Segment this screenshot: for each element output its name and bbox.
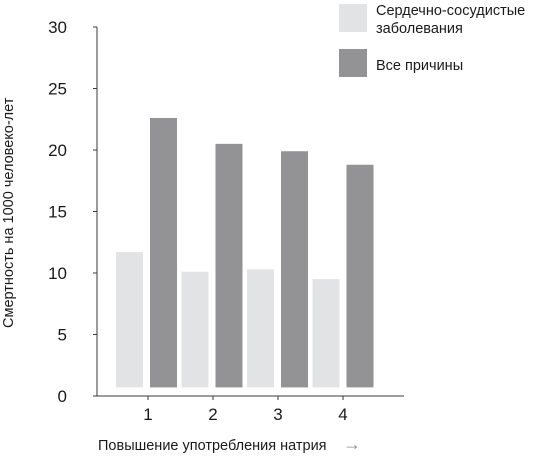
legend-label: Сердечно-сосудистые bbox=[376, 3, 525, 19]
legend: Сердечно-сосудистые заболевания Все причин… bbox=[339, 3, 525, 77]
bar-group-2 bbox=[181, 143, 243, 388]
x-tick-label: 1 bbox=[143, 405, 152, 424]
bar-all-causes-4 bbox=[346, 164, 374, 388]
y-tick-label: 15 bbox=[48, 203, 67, 222]
bar-all-causes-3 bbox=[281, 151, 308, 388]
legend-item-cardio: Сердечно-сосудистые заболевания bbox=[339, 3, 525, 37]
legend-swatch bbox=[339, 4, 367, 32]
bar-all-causes-2 bbox=[215, 143, 243, 388]
x-axis-arrow-icon: → bbox=[343, 434, 361, 454]
bar-cardio-3 bbox=[247, 269, 274, 388]
bar-cardio-1 bbox=[116, 252, 143, 388]
x-tick-label: 4 bbox=[338, 405, 347, 424]
y-tick-label: 10 bbox=[48, 264, 67, 283]
y-tick-label: 5 bbox=[58, 326, 67, 345]
x-axis-title: Повышение употребления натрия bbox=[98, 438, 327, 454]
x-axis: 1 2 3 4 bbox=[97, 395, 404, 424]
x-axis-title-group: Повышение употребления натрия → bbox=[98, 434, 361, 454]
legend-swatch bbox=[339, 49, 367, 77]
y-tick-label: 30 bbox=[48, 18, 67, 37]
legend-item-all-causes: Все причины bbox=[339, 49, 463, 77]
bar-group-1 bbox=[116, 118, 177, 388]
bars bbox=[116, 118, 374, 388]
legend-label: заболевания bbox=[376, 21, 463, 37]
bar-all-causes-1 bbox=[150, 118, 177, 388]
y-axis-title: Смертность на 1000 человеко-лет bbox=[1, 97, 17, 328]
bar-cardio-4 bbox=[312, 279, 340, 388]
y-tick-label: 25 bbox=[48, 80, 67, 99]
x-tick-label: 2 bbox=[208, 405, 217, 424]
bar-group-3 bbox=[247, 151, 308, 388]
x-tick-label: 3 bbox=[273, 405, 282, 424]
bar-group-4 bbox=[312, 164, 374, 388]
y-tick-label: 20 bbox=[48, 141, 67, 160]
legend-label: Все причины bbox=[376, 58, 463, 74]
bar-cardio-2 bbox=[181, 271, 209, 388]
y-tick-label: 0 bbox=[58, 387, 67, 406]
y-axis: 0 5 10 15 20 25 30 bbox=[48, 18, 98, 406]
